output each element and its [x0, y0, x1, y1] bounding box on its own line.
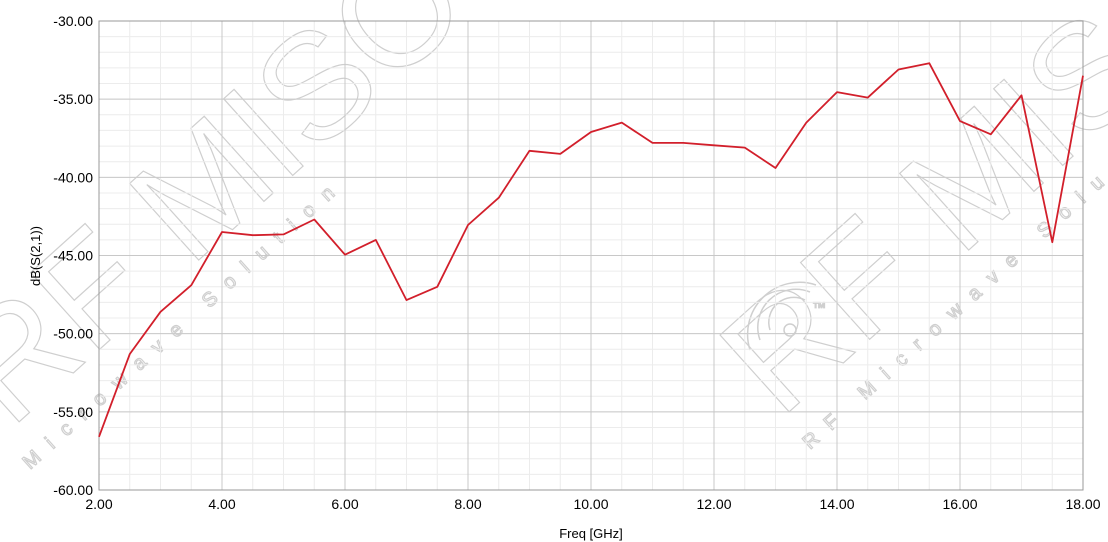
x-axis-title: Freq [GHz] — [559, 526, 623, 541]
y-tick-label: -55.00 — [53, 404, 93, 420]
y-tick-label: -60.00 — [53, 482, 93, 498]
watermark: RF MISO Microwave Solution RF MISO RF Mi… — [0, 0, 1108, 474]
x-tick-label: 16.00 — [942, 496, 977, 512]
series-layer — [98, 62, 1084, 438]
wifi-logo-icon — [746, 281, 817, 351]
x-axis-tick-labels: 2.00 4.00 6.00 8.00 10.00 12.00 14.00 16.00 18.0… — [85, 496, 1100, 512]
x-tick-label: 12.00 — [696, 496, 731, 512]
y-axis-tick-labels: -30.00 -35.00 -40.00 -45.00 -50.00 -55.00 -60.… — [53, 13, 93, 498]
y-tick-label: -50.00 — [53, 326, 93, 342]
watermark-tm: ™ — [812, 299, 826, 315]
x-tick-label: 14.00 — [819, 496, 854, 512]
x-tick-label: 4.00 — [208, 496, 235, 512]
x-tick-label: 8.00 — [454, 496, 481, 512]
x-tick-label: 10.00 — [573, 496, 608, 512]
y-tick-label: -45.00 — [53, 248, 93, 264]
axes — [98, 20, 1084, 491]
y-tick-label: -40.00 — [53, 169, 93, 185]
plot-area-border — [98, 20, 1084, 491]
x-tick-label: 2.00 — [85, 496, 112, 512]
x-tick-label: 18.00 — [1065, 496, 1100, 512]
y-tick-label: -30.00 — [53, 13, 93, 29]
series-line-s21 — [98, 62, 1084, 438]
x-tick-label: 6.00 — [331, 496, 358, 512]
grid — [98, 20, 1084, 491]
y-axis-title: dB(S(2,1)) — [28, 226, 43, 286]
y-tick-label: -35.00 — [53, 91, 93, 107]
